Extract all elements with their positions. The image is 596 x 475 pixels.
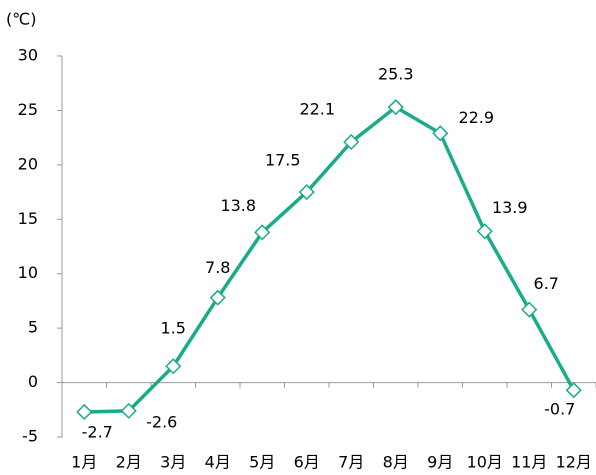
y-axis-label: (℃) xyxy=(6,10,36,29)
y-tick-label: 25 xyxy=(18,100,38,119)
marker xyxy=(209,289,226,306)
y-tick-label: 10 xyxy=(18,263,38,282)
data-label: -2.6 xyxy=(146,412,177,431)
x-tick-label: 9月 xyxy=(427,453,453,472)
marker xyxy=(521,301,538,318)
data-label: -0.7 xyxy=(544,400,575,419)
marker xyxy=(298,184,315,201)
y-tick-label: 0 xyxy=(28,372,38,391)
x-tick-label: 4月 xyxy=(205,453,231,472)
data-label: 1.5 xyxy=(161,319,186,338)
data-label: 13.8 xyxy=(220,196,256,215)
data-label: 6.7 xyxy=(534,274,559,293)
data-label: 22.1 xyxy=(299,99,335,118)
data-label: 13.9 xyxy=(492,198,528,217)
x-tick-label: 10月 xyxy=(467,453,503,472)
data-label: 17.5 xyxy=(265,151,301,170)
y-tick-label: 5 xyxy=(28,318,38,337)
x-tick-label: 2月 xyxy=(116,453,142,472)
marker xyxy=(120,402,137,419)
data-label: -2.7 xyxy=(82,422,113,441)
marker xyxy=(254,224,271,241)
data-label: 7.8 xyxy=(205,258,230,277)
marker xyxy=(432,125,449,142)
x-tick-label: 5月 xyxy=(249,453,275,472)
marker xyxy=(165,358,182,375)
marker xyxy=(476,223,493,240)
data-label: 25.3 xyxy=(378,65,414,84)
y-tick-label: 30 xyxy=(18,46,38,65)
x-tick-label: 1月 xyxy=(71,453,97,472)
x-tick-label: 7月 xyxy=(338,453,364,472)
marker xyxy=(76,403,93,421)
x-tick-label: 8月 xyxy=(383,453,409,472)
x-tick-label: 11月 xyxy=(511,453,547,472)
x-tick-label: 3月 xyxy=(160,453,186,472)
marker xyxy=(565,382,582,399)
x-tick-label: 12月 xyxy=(556,453,592,472)
y-tick-label: -5 xyxy=(22,427,38,446)
y-tick-label: 15 xyxy=(18,209,38,228)
marker xyxy=(387,99,404,116)
x-tick-label: 6月 xyxy=(294,453,320,472)
y-tick-label: 20 xyxy=(18,154,38,173)
marker xyxy=(343,133,360,151)
data-label: 22.9 xyxy=(458,108,494,127)
line xyxy=(84,105,576,414)
